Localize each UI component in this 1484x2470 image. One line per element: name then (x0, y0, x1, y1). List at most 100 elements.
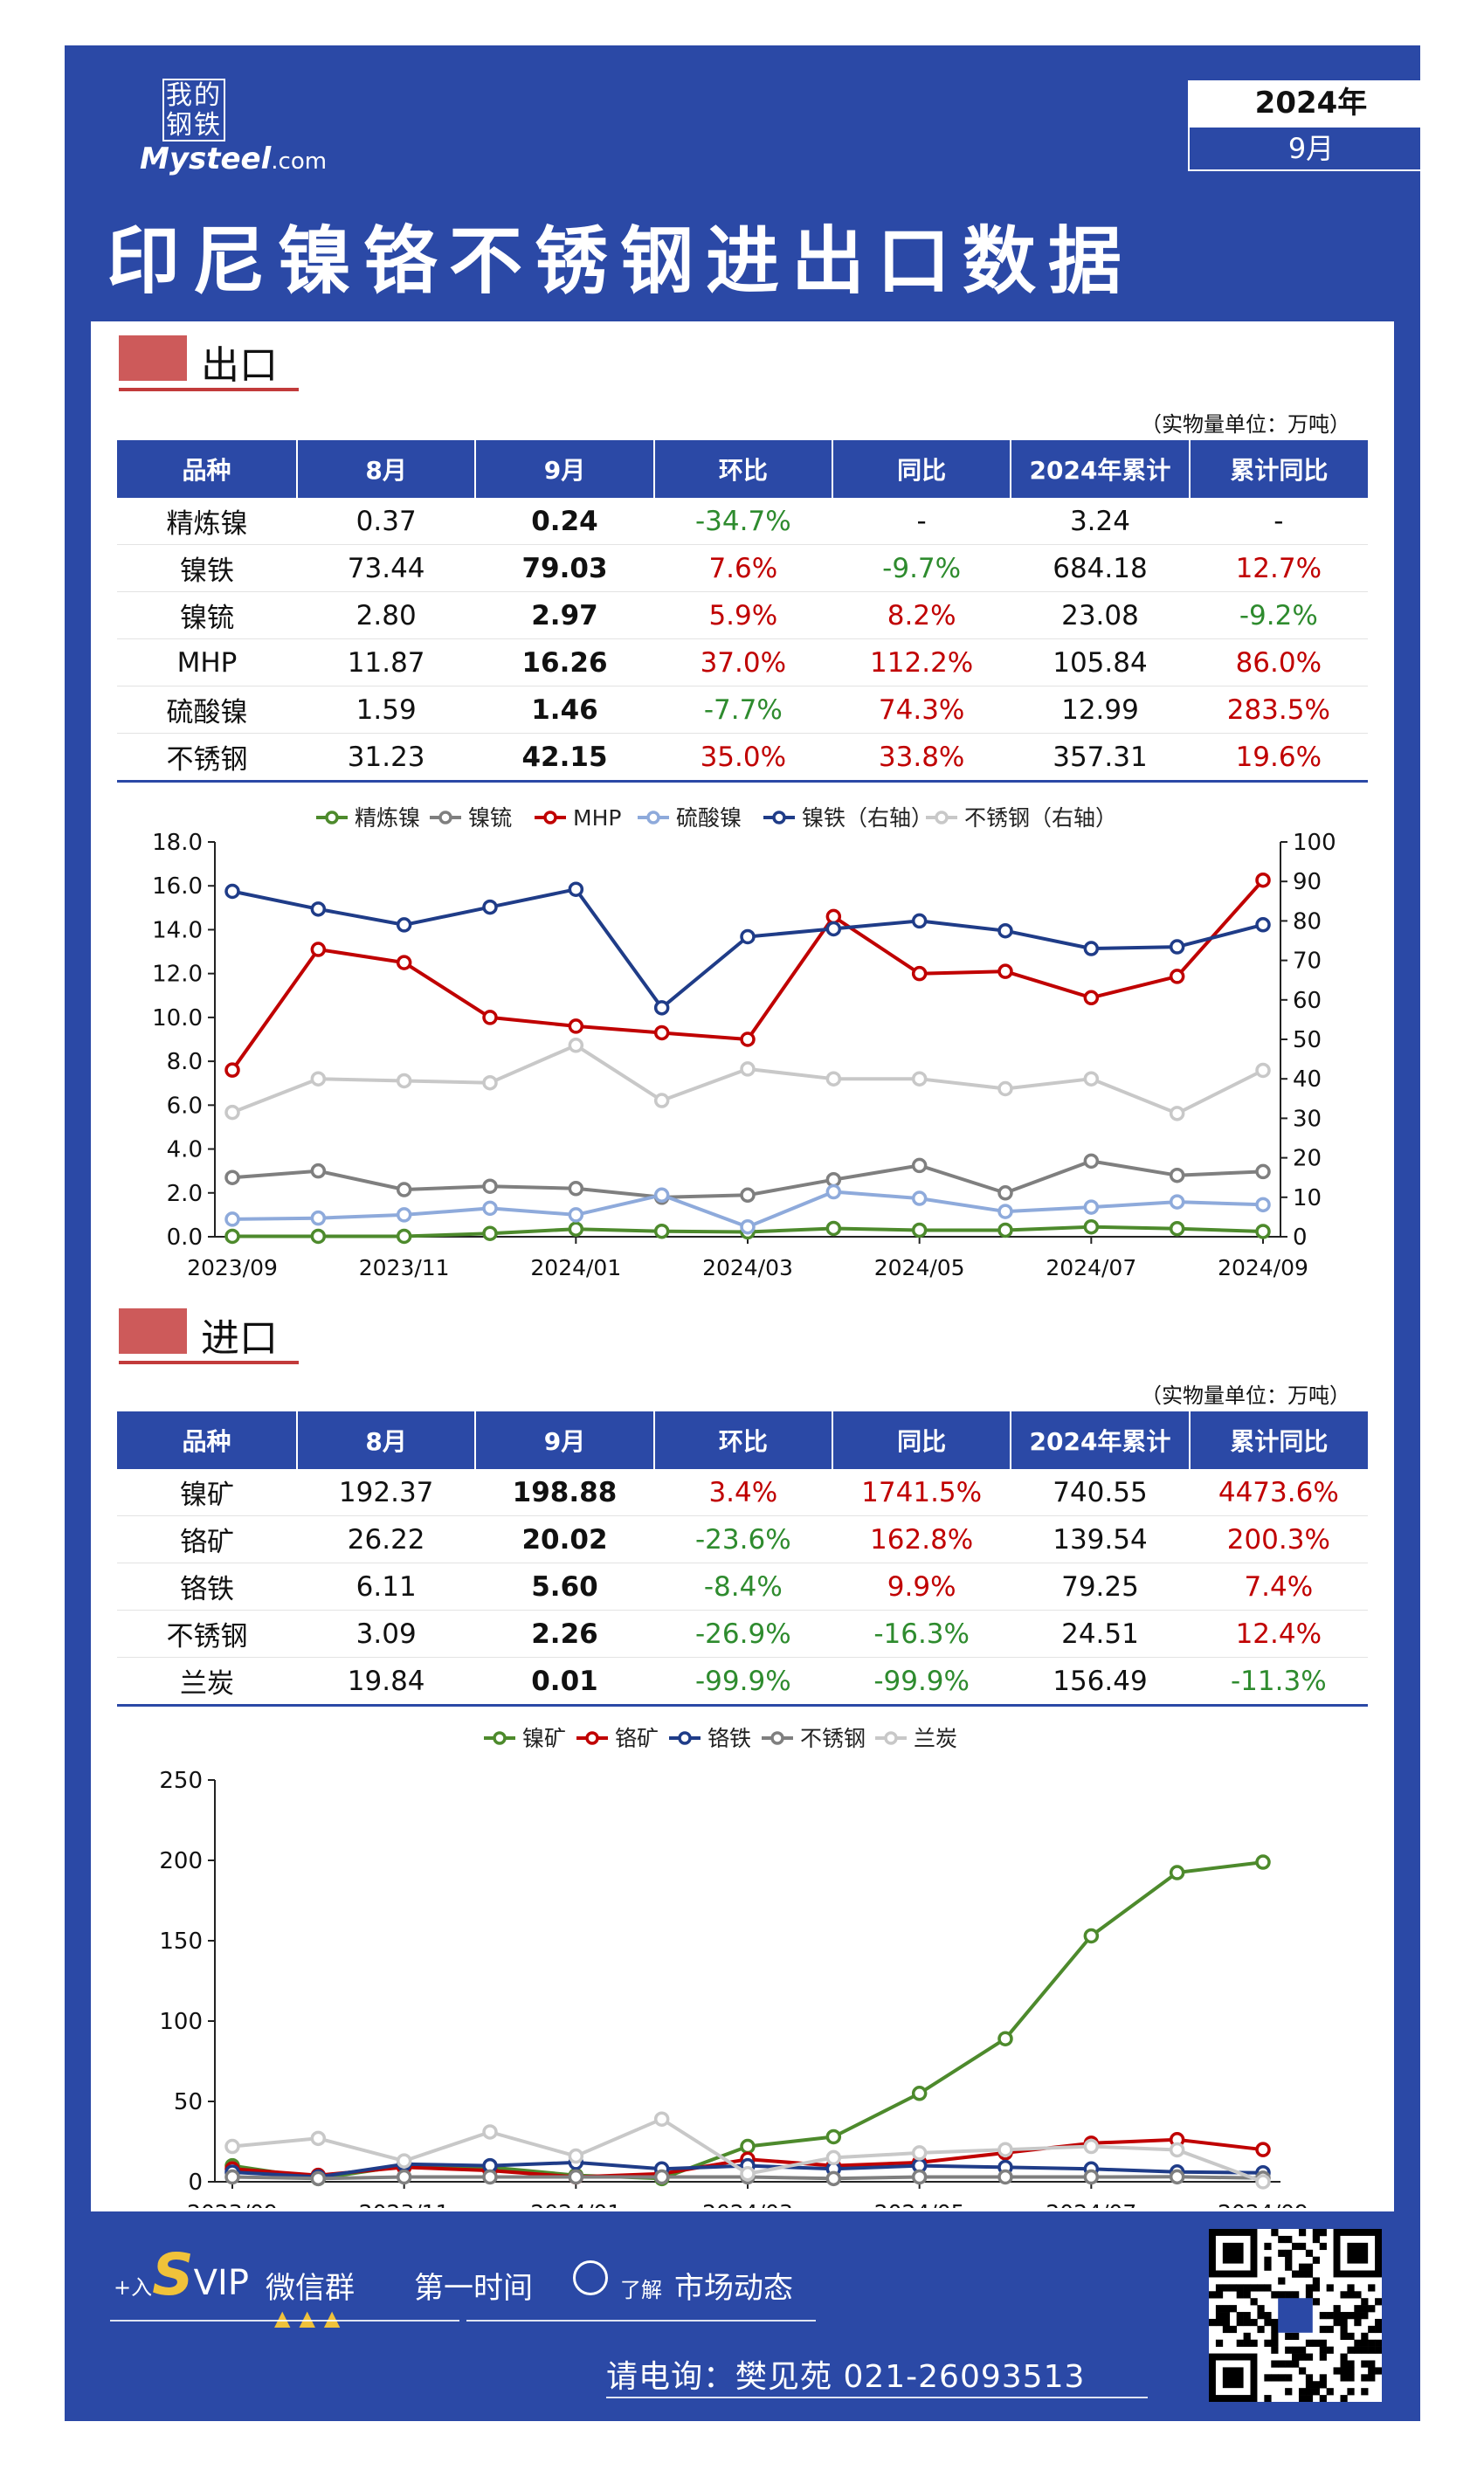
export-table-header: 品种 8月 9月 环比 同比 2024年累计 累计同比 (117, 440, 1368, 498)
table-row: 镍矿 192.37 198.88 3.4% 1741.5% 740.55 4473.6% (117, 1469, 1368, 1516)
data-point (653, 1000, 670, 1016)
qr-module (1340, 2332, 1348, 2341)
qr-module (1264, 2395, 1272, 2402)
import-table: 品种 8月 9月 环比 同比 2024年累计 累计同比 镍矿 192.37 198.88 3.4%… (117, 1411, 1368, 1707)
table-cell: 硫酸镍 (117, 686, 297, 734)
table-cell: 42.15 (475, 733, 654, 783)
date-month: 9月 (1188, 126, 1434, 171)
table-cell: 740.55 (1011, 1469, 1190, 1516)
qr-module (1326, 2284, 1334, 2292)
data-point (1255, 1224, 1271, 1239)
qr-module (1298, 2229, 1307, 2237)
column-header: 9月 (475, 1411, 655, 1469)
qr-module (1340, 2367, 1348, 2375)
series-5 (224, 1038, 1271, 1121)
legend-swatch-marker (678, 1731, 692, 1745)
qr-module (1305, 2284, 1314, 2292)
data-point (997, 1222, 1013, 1238)
data-point (997, 1185, 1013, 1201)
qr-module (1319, 2339, 1327, 2347)
qr-module (1305, 2374, 1314, 2382)
x-tick-label: 2024/05 (874, 2200, 965, 2208)
qr-module (1375, 2318, 1382, 2327)
column-header: 环比 (653, 440, 833, 498)
table-cell: -99.9% (832, 1657, 1011, 1707)
data-point (1169, 1220, 1185, 1237)
legend-entry: 兰炭 (914, 1726, 957, 1751)
data-point (911, 1157, 928, 1174)
data-point (310, 1210, 327, 1226)
qr-module (1215, 2318, 1224, 2327)
qr-module (1292, 2291, 1300, 2299)
qr-module (1264, 2318, 1272, 2327)
data-point (825, 1183, 842, 1200)
data-point (482, 1010, 498, 1025)
qr-module (1368, 2346, 1376, 2354)
data-point (1169, 2142, 1185, 2158)
data-point (653, 1187, 670, 1204)
qr-module (1250, 2298, 1258, 2306)
legend-swatch-marker (543, 811, 557, 824)
qr-module (1347, 2388, 1355, 2396)
data-point (224, 1062, 240, 1078)
qr-module (1347, 2284, 1355, 2292)
import-table-header: 品种 8月 9月 环比 同比 2024年累计 累计同比 (117, 1411, 1368, 1469)
qr-module (1285, 2235, 1293, 2244)
data-point (911, 913, 928, 929)
data-point (653, 1093, 670, 1108)
table-cell: 105.84 (1011, 638, 1190, 686)
qr-module (1298, 2263, 1307, 2271)
data-point (653, 1025, 670, 1041)
data-point (396, 955, 412, 970)
data-point (1083, 2138, 1100, 2155)
table-cell: 73.44 (297, 544, 476, 592)
data-point (568, 1221, 584, 1237)
data-point (997, 963, 1013, 979)
y2-tick-label: 100 (1293, 830, 1336, 856)
qr-module (1326, 2325, 1334, 2334)
y-tick-label: 8.0 (167, 1049, 203, 1075)
qr-module (1292, 2270, 1300, 2278)
qr-module (1361, 2388, 1369, 2396)
wechat-group-text: 微信群 (266, 2271, 355, 2306)
footer-underline (466, 2320, 816, 2322)
x-tick-label: 2024/07 (1046, 2200, 1136, 2208)
y-tick-label: 4.0 (167, 1137, 203, 1163)
data-point (224, 1104, 240, 1121)
qr-module (1243, 2318, 1251, 2327)
import-heading: 进口 (119, 1305, 299, 1366)
qr-module (1319, 2353, 1327, 2361)
data-point (310, 1163, 327, 1179)
heading-marker (119, 335, 187, 381)
qr-module (1285, 2291, 1293, 2299)
qr-module (1319, 2229, 1327, 2237)
data-point (1083, 941, 1100, 956)
table-cell: 0.37 (297, 498, 476, 545)
qr-module (1354, 2346, 1362, 2354)
qr-module (1347, 2291, 1355, 2299)
table-cell: 1.59 (297, 686, 476, 734)
data-point (740, 1061, 756, 1077)
x-tick-label: 2023/11 (359, 2200, 450, 2208)
plus-in-text: +入 (114, 2275, 153, 2300)
qr-module (1278, 2277, 1286, 2285)
data-point (911, 1071, 928, 1087)
qr-module (1285, 2374, 1293, 2382)
table-row: 硫酸镍 1.59 1.46 -7.7% 74.3% 12.99 283.5% (117, 686, 1368, 734)
qr-module (1271, 2229, 1279, 2237)
data-point (482, 1074, 498, 1091)
table-cell: 357.31 (1011, 733, 1190, 783)
qr-module (1305, 2291, 1314, 2299)
table-cell: 12.7% (1189, 544, 1368, 592)
qr-module (1243, 2332, 1251, 2341)
qr-module (1257, 2312, 1265, 2320)
data-point (482, 2169, 498, 2185)
qr-module (1319, 2325, 1327, 2334)
data-point (224, 883, 240, 900)
y-tick-label: 100 (159, 2009, 203, 2035)
qr-module (1305, 2353, 1314, 2361)
data-point (482, 1225, 498, 1241)
data-point (1083, 1071, 1100, 1087)
qr-module (1236, 2339, 1244, 2347)
qr-module (1298, 2242, 1307, 2251)
